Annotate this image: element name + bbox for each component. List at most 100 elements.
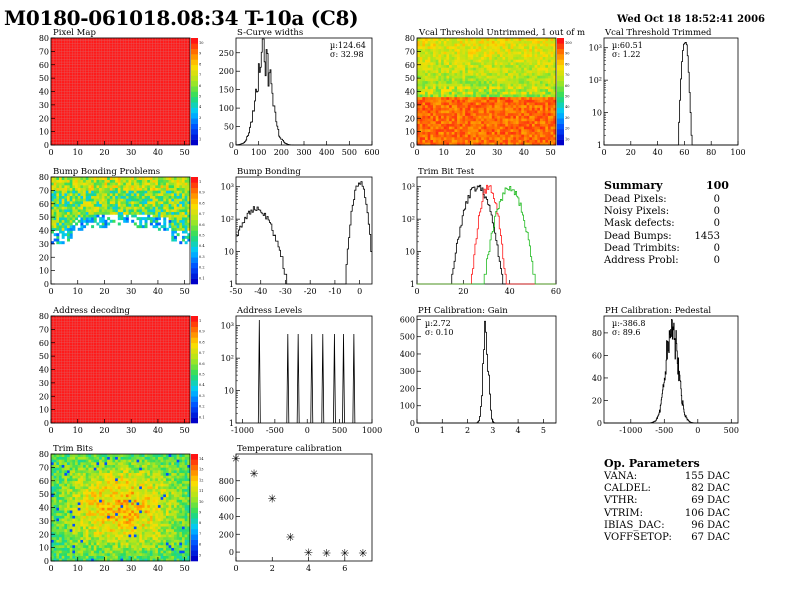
map-cell [173, 139, 177, 143]
map-cell [539, 126, 543, 130]
map-cell [115, 78, 119, 82]
map-cell [443, 40, 447, 44]
map-cell [475, 46, 479, 49]
map-cell [443, 64, 447, 68]
map-cell [553, 102, 557, 106]
map-cell [491, 134, 495, 138]
map-cell [494, 38, 498, 41]
map-cell [80, 91, 84, 95]
map-cell [141, 67, 145, 71]
map-cell [181, 115, 185, 119]
map-cell [67, 136, 71, 140]
map-cell [446, 96, 450, 100]
map-cell [481, 112, 485, 116]
map-cell [489, 96, 493, 100]
map-cell [478, 78, 482, 82]
map-cell [491, 51, 495, 55]
map-cell [67, 83, 71, 87]
map-cell [120, 70, 124, 74]
map-cell [99, 51, 103, 55]
map-cell [507, 131, 511, 135]
color-scale-cell [557, 59, 564, 66]
map-cell [64, 38, 68, 41]
map-cell [181, 86, 185, 90]
map-cell [56, 110, 60, 114]
map-cell [417, 94, 420, 98]
map-cell [502, 102, 506, 106]
map-cell [497, 54, 501, 58]
map-cell [486, 72, 490, 76]
map-cell [77, 48, 81, 52]
map-cell [515, 134, 519, 138]
map-cell [155, 126, 159, 130]
map-cell [179, 91, 183, 95]
map-cell [93, 206, 97, 210]
map-cell [542, 59, 546, 63]
map-cell [510, 115, 514, 119]
map-cell [93, 54, 97, 58]
y-tick-label: 250 [219, 49, 234, 58]
map-cell [99, 70, 103, 74]
map-cell [553, 59, 557, 63]
map-cell [470, 134, 474, 138]
map-cell [176, 56, 180, 60]
map-cell [77, 195, 81, 199]
map-cell [478, 72, 482, 76]
map-cell [80, 136, 84, 140]
map-cell [168, 128, 172, 132]
map-cell [101, 179, 105, 183]
map-cell [115, 128, 119, 132]
map-cell [529, 99, 533, 103]
map-cell [465, 54, 469, 58]
map-cell [125, 134, 129, 138]
map-cell [160, 48, 164, 52]
map-cell [59, 115, 62, 119]
map-cell [181, 78, 185, 82]
color-scale-cell [191, 128, 198, 135]
map-cell [56, 54, 60, 58]
map-cell [115, 120, 119, 124]
map-cell [478, 104, 482, 108]
map-cell [467, 38, 471, 41]
map-cell [101, 83, 105, 87]
map-cell [80, 62, 84, 66]
map-cell [531, 70, 535, 74]
map-cell [481, 48, 485, 52]
map-cell [505, 40, 509, 44]
map-cell [542, 91, 546, 95]
map-cell [187, 128, 191, 132]
map-cell [497, 91, 501, 95]
map-cell [507, 91, 511, 95]
map-cell [518, 99, 522, 103]
map-cell [470, 40, 474, 44]
map-cell [91, 225, 95, 229]
map-cell [441, 43, 445, 47]
map-cell [109, 94, 113, 98]
map-cell [133, 80, 137, 84]
map-cell [131, 142, 135, 146]
map-cell [465, 104, 469, 108]
map-cell [419, 62, 423, 66]
map-cell [521, 123, 525, 127]
map-cell [515, 67, 519, 71]
map-cell [537, 134, 541, 138]
map-cell [181, 112, 185, 116]
map-cell [128, 46, 132, 49]
map-cell [446, 46, 450, 49]
map-cell [547, 128, 551, 132]
map-cell [168, 142, 172, 146]
map-cell [465, 62, 469, 66]
map-cell [128, 107, 132, 111]
map-cell [133, 83, 137, 87]
map-cell [51, 72, 54, 76]
map-cell [109, 203, 113, 207]
map-cell [457, 54, 461, 58]
map-cell [435, 86, 439, 90]
map-cell [51, 102, 54, 106]
map-cell [72, 38, 76, 41]
map-cell [171, 83, 175, 87]
map-cell [101, 88, 105, 92]
map-cell [497, 126, 501, 130]
color-scale-label: 9 [199, 52, 201, 56]
